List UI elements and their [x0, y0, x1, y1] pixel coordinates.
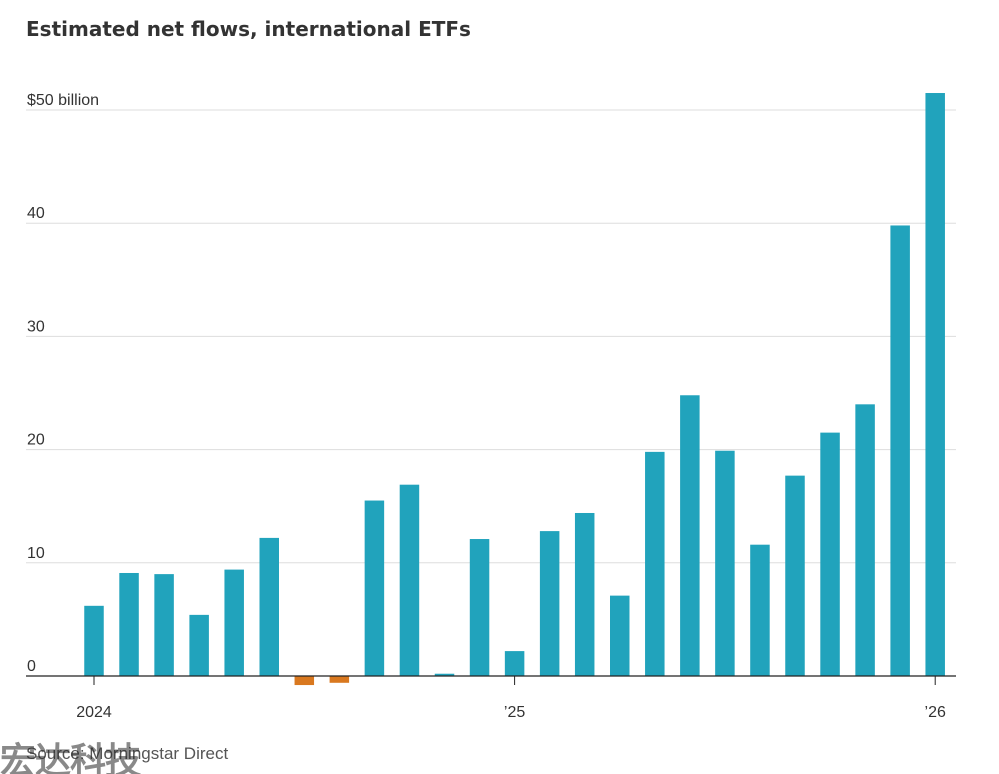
- bars: [84, 93, 945, 686]
- bar-2025-08: [750, 544, 770, 676]
- bar-2025-10: [820, 432, 840, 676]
- y-tick-label: 10: [27, 545, 45, 562]
- bar-2025-07: [715, 450, 735, 676]
- bar-2024-08: [329, 676, 350, 683]
- bar-2024-12: [469, 539, 490, 676]
- bar-2025-05: [645, 451, 665, 676]
- bar-2024-11: [434, 673, 455, 676]
- chart-title: Estimated net flows, international ETFs: [26, 17, 471, 41]
- bar-2026-01: [925, 93, 945, 676]
- bar-2025-04: [610, 595, 630, 676]
- bar-2024-02: [119, 572, 139, 676]
- x-tick-label: 2024: [76, 704, 112, 721]
- y-tick-label: 40: [27, 205, 45, 222]
- x-axis: [26, 675, 956, 685]
- bar-2024-05: [224, 569, 244, 676]
- bar-2024-03: [154, 574, 174, 676]
- x-tick-label: ’25: [504, 704, 525, 721]
- bar-2024-10: [399, 484, 420, 676]
- x-tick-label: ’26: [925, 704, 946, 721]
- y-tick-label: 0: [27, 658, 36, 675]
- y-tick-label: 30: [27, 318, 45, 335]
- bar-2025-11: [855, 404, 875, 676]
- bar-2024-07: [294, 676, 315, 686]
- bar-2025-09: [785, 475, 805, 676]
- y-tick-label: $50 billion: [27, 92, 99, 109]
- source-note: Source: Morningstar Direct: [26, 744, 229, 763]
- y-tick-label: 20: [27, 432, 45, 449]
- bar-2025-02: [539, 531, 560, 676]
- bar-2025-06: [680, 395, 700, 676]
- bar-2025-12: [890, 225, 910, 677]
- gridlines: [26, 109, 956, 564]
- bar-2024-04: [189, 614, 209, 676]
- axis-labels: 0 10 20 30 40 $50 billion 2024 ’25 ’26: [27, 92, 946, 721]
- bar-2024-06: [259, 537, 279, 676]
- bar-2024-01: [84, 605, 104, 676]
- bar-2025-03: [574, 512, 595, 676]
- bar-2025-01: [504, 651, 525, 676]
- bar-2024-09: [364, 500, 385, 676]
